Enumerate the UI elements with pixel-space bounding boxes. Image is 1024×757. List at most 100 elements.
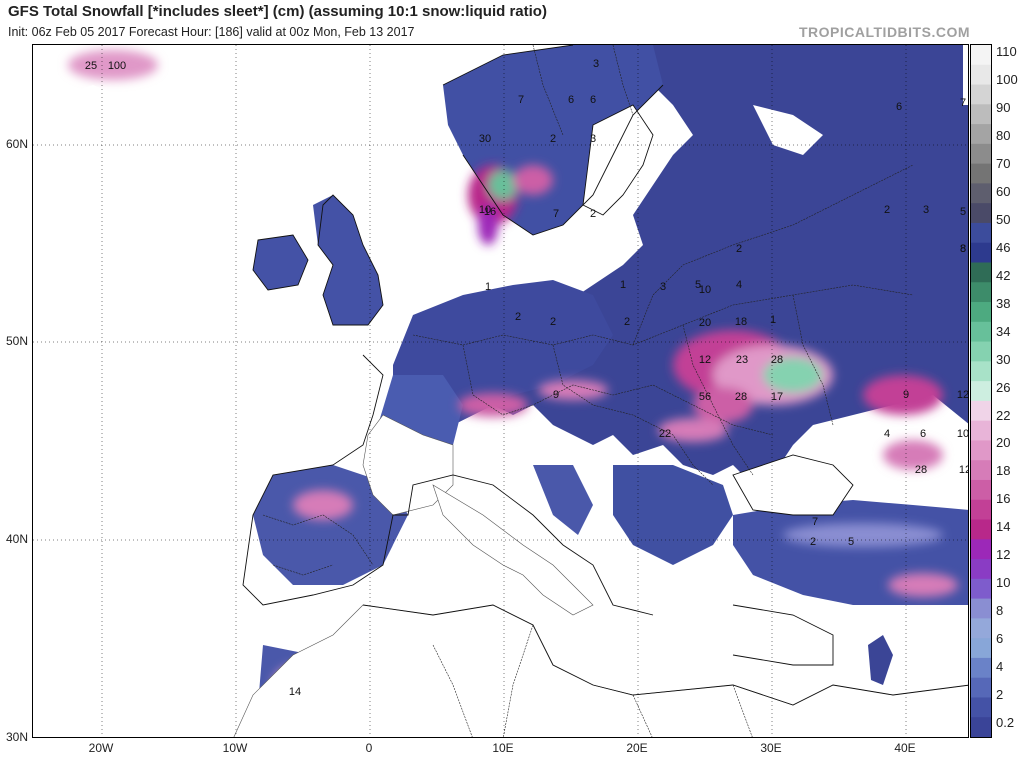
colorbar-label: 80 bbox=[996, 127, 1011, 143]
colorbar-label: 12 bbox=[996, 547, 1011, 563]
colorbar-swatch bbox=[971, 64, 991, 86]
colorbar-swatch bbox=[971, 697, 991, 718]
colorbar-label: 42 bbox=[996, 267, 1011, 283]
snowfall-value-label: 9 bbox=[903, 389, 909, 401]
lon-label-20e: 20E bbox=[626, 741, 648, 755]
snowfall-value-label: 14 bbox=[289, 686, 301, 698]
snowfall-value-label: 12 bbox=[699, 354, 711, 366]
colorbar-swatch bbox=[971, 341, 991, 362]
snowfall-value-label: 1 bbox=[620, 279, 626, 291]
snowfall-value-label: 5 bbox=[960, 206, 966, 218]
snowfall-value-label: 9 bbox=[553, 389, 559, 401]
snowfall-value-label: 10 bbox=[479, 204, 491, 216]
snowfall-value-label: 28 bbox=[771, 354, 783, 366]
colorbar-label: 60 bbox=[996, 183, 1011, 199]
colorbar-swatch bbox=[971, 677, 991, 698]
lon-label-20w: 20W bbox=[88, 741, 114, 755]
snowfall-value-label: 4 bbox=[736, 279, 742, 291]
colorbar-swatch bbox=[971, 242, 991, 263]
snowfall-value-label: 20 bbox=[699, 317, 711, 329]
snowfall-value-label: 6 bbox=[920, 428, 926, 440]
snowfall-value-label: 6 bbox=[590, 94, 596, 106]
coastlines bbox=[242, 45, 968, 706]
colorbar-swatch bbox=[971, 420, 991, 441]
colorbar-swatch bbox=[971, 163, 991, 184]
colorbar-label: 18 bbox=[996, 463, 1011, 479]
colorbar-swatch bbox=[971, 460, 991, 481]
snowfall-value-label: 17 bbox=[771, 391, 783, 403]
colorbar-label: 38 bbox=[996, 295, 1011, 311]
colorbar-swatch bbox=[971, 717, 991, 738]
lon-label-30e: 30E bbox=[760, 741, 782, 755]
map-subtitle: Init: 06z Feb 05 2017 Forecast Hour: [18… bbox=[8, 25, 415, 39]
colorbar-swatch bbox=[971, 440, 991, 461]
colorbar-swatch bbox=[971, 104, 991, 125]
snowfall-value-label: 8 bbox=[960, 243, 966, 255]
colorbar-label: 10 bbox=[996, 575, 1011, 591]
colorbar-label: 100 bbox=[996, 72, 1018, 87]
colorbar-label: 90 bbox=[996, 99, 1011, 115]
colorbar-label: 110 bbox=[996, 44, 1017, 59]
snowfall-value-label: 25 bbox=[85, 60, 97, 72]
lat-label-40n: 40N bbox=[5, 532, 28, 546]
colorbar-swatch bbox=[971, 203, 991, 224]
snowfall-map: 100 25 30 7 6 3 6 2 3 1 2 2 7 2 16 1 2 3 5 10 4 1 20 18 23 28 12 56… bbox=[32, 44, 969, 738]
colorbar-swatch bbox=[971, 282, 991, 303]
graticule bbox=[33, 45, 968, 737]
lon-label-0: 0 bbox=[365, 741, 373, 755]
snowfall-value-label: 3 bbox=[923, 204, 929, 216]
colorbar-swatch bbox=[971, 578, 991, 600]
snowfall-value-label: 10 bbox=[957, 428, 969, 440]
colorbar-label: 46 bbox=[996, 239, 1011, 255]
snowfall-value-label: 7 bbox=[812, 516, 818, 528]
snowfall-value-label: 6 bbox=[568, 94, 574, 106]
snowfall-value-label: 2 bbox=[550, 133, 556, 145]
colorbar-swatch bbox=[971, 381, 991, 402]
snowfall-value-label: 5 bbox=[848, 536, 854, 548]
colorbar-label: 14 bbox=[996, 519, 1011, 535]
country-borders bbox=[262, 45, 914, 737]
lat-label-60n: 60N bbox=[5, 137, 28, 151]
colorbar-swatch bbox=[971, 638, 991, 659]
lon-label-10w: 10W bbox=[222, 741, 248, 755]
land-no-snow bbox=[233, 414, 968, 737]
snowfall-value-label: 2 bbox=[515, 311, 521, 323]
snowfall-value-label: 5 bbox=[695, 279, 701, 291]
snowfall-value-label: 8 bbox=[960, 243, 966, 255]
colorbar-swatch bbox=[971, 618, 991, 639]
snowfall-value-label: 18 bbox=[735, 316, 747, 328]
colorbar-label: 4 bbox=[996, 659, 1004, 675]
lat-label-30n: 30N bbox=[5, 730, 28, 744]
colorbar-swatch bbox=[971, 519, 991, 540]
colorbar-swatch bbox=[971, 45, 991, 66]
colorbar-swatches bbox=[971, 45, 991, 738]
colorbar-label: 16 bbox=[996, 491, 1011, 507]
colorbar-label: 0.2 bbox=[996, 715, 1015, 730]
snowfall-value-label: 1 bbox=[770, 314, 776, 326]
colorbar-label: 6 bbox=[996, 631, 1004, 647]
snowfall-value-label: 12 bbox=[959, 464, 969, 476]
snowfall-value-label: 3 bbox=[593, 58, 599, 70]
colorbar-swatch bbox=[971, 657, 991, 679]
snowfall-value-label: 4 bbox=[884, 428, 890, 440]
snowfall-value-label: 56 bbox=[699, 391, 711, 403]
colorbar-swatch bbox=[971, 302, 991, 323]
colorbar-swatch bbox=[971, 598, 991, 619]
snowfall-value-label: 7 bbox=[960, 97, 966, 109]
snowfall-value-label: 28 bbox=[915, 464, 927, 476]
colorbar-label: 8 bbox=[996, 603, 1004, 619]
snowfall-value-label: 16 bbox=[484, 206, 496, 218]
snowfall-value-label: 2 bbox=[624, 316, 630, 328]
snowfall-value-label: 12 bbox=[957, 389, 969, 401]
snowfall-value-label: 2 bbox=[590, 208, 596, 220]
snowfall-value-label: 6 bbox=[896, 101, 902, 113]
snowfall-value-label: 23 bbox=[736, 354, 748, 366]
colorbar-label: 34 bbox=[996, 323, 1011, 339]
lon-label-40e: 40E bbox=[894, 741, 916, 755]
snowfall-value-label: 3 bbox=[660, 281, 666, 293]
snowfall-value-label: 22 bbox=[659, 428, 671, 440]
colorbar-label: 30 bbox=[996, 351, 1011, 367]
snowfall-value-label: 2 bbox=[884, 204, 890, 216]
